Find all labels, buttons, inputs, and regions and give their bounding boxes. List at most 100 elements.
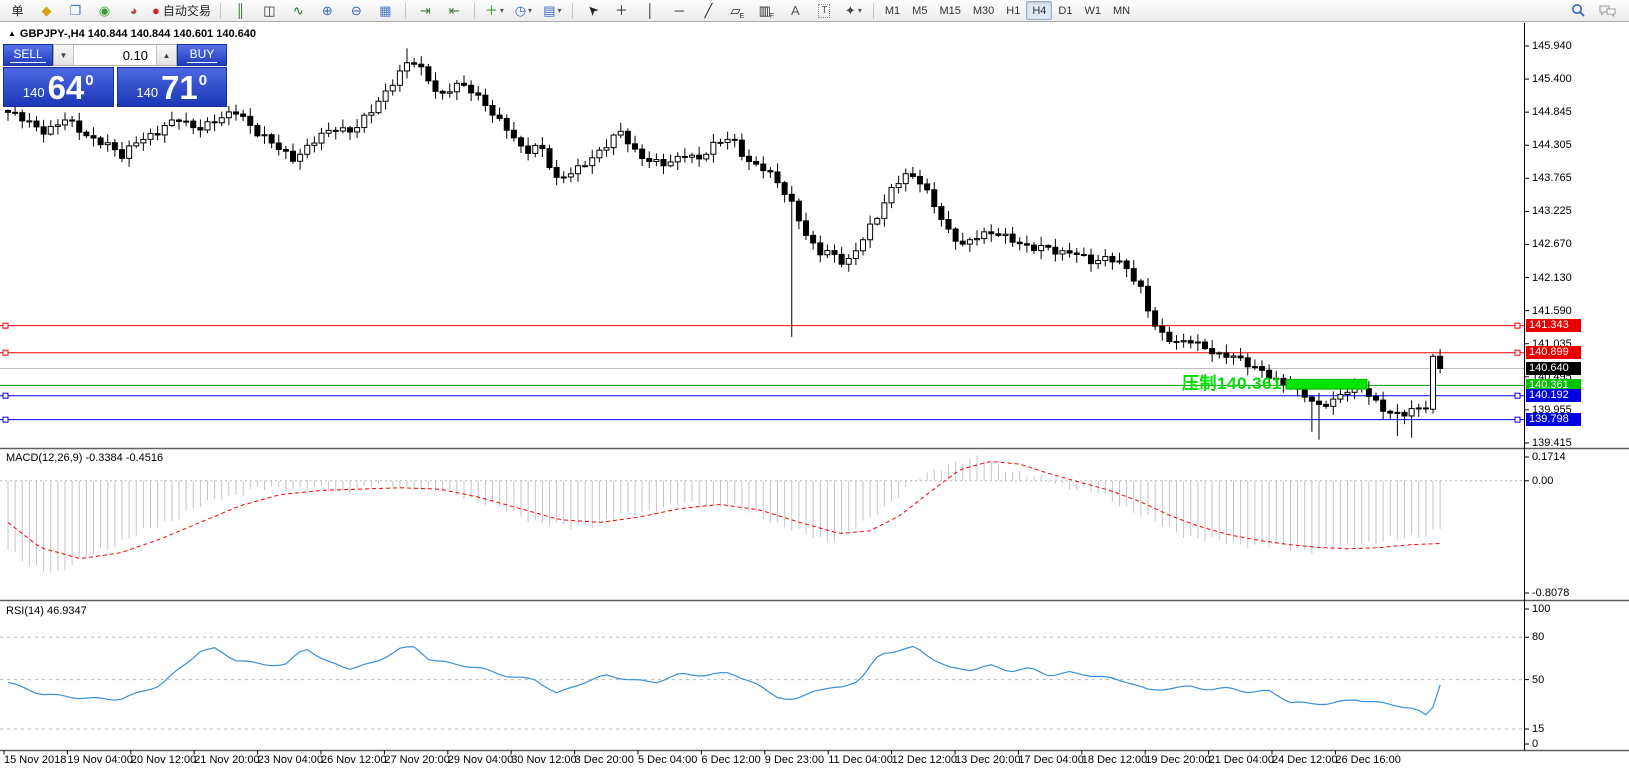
chart-window-icon[interactable]: ❐ [61,0,90,21]
timeframe-m1-button[interactable]: M1 [884,4,901,17]
price-tag-140.640[interactable]: 140.640 [1526,361,1581,375]
equidistant-channel-icon[interactable]: ▱ E [723,0,752,21]
search-icon[interactable] [1564,0,1593,21]
market-watch-icon: ◕ [129,3,138,18]
sell-button[interactable]: SELL [3,44,53,66]
gold-bars-icon: ◆ [41,3,52,18]
text-label-icon: T [818,3,831,18]
time-label: 11 Dec 04:00 [828,754,893,766]
crosshair-icon[interactable]: ＋ [607,0,636,21]
volume-input[interactable]: 0.10 [74,45,156,65]
timeframe-m15-button[interactable]: M15 [939,4,961,17]
sell-price-small: 140 [22,85,45,100]
hline-handle[interactable] [1514,416,1521,423]
auto-scroll-icon: ⇥ [419,3,431,18]
tile-windows-icon[interactable]: ▦ [371,0,400,21]
price-tick-label: 141.590 [1532,304,1572,317]
sell-price-sup: 0 [85,72,94,89]
price-axis[interactable]: 145.940 145.400 144.845 144.305 143.765 143.2… [1524,23,1629,752]
hline-handle[interactable] [1514,392,1521,399]
zoom-in-icon[interactable]: ⊕ [313,0,342,21]
time-label: 27 Nov 20:00 [384,754,450,766]
timeframe-h4-button[interactable]: H4 [1026,1,1053,20]
text-label-icon[interactable]: T [810,0,839,21]
line-chart-icon[interactable]: ∿ [284,0,313,21]
time-axis[interactable]: 15 Nov 2018 19 Nov 04:00 20 Nov 12:00 21 No… [0,752,1524,770]
dropdown-caret-icon[interactable]: ▾ [857,6,862,15]
time-label: 19 Nov 04:00 [67,754,133,766]
price-tick-label: 144.305 [1532,139,1572,152]
text-icon[interactable]: A [781,0,810,21]
zoom-in-icon: ⊕ [321,3,333,18]
auto-scroll-icon[interactable]: ⇥ [411,0,440,21]
chat-icon[interactable] [1593,0,1622,21]
hline-handle[interactable] [2,416,9,423]
signal-icon: ◉ [98,3,111,18]
cursor-icon: ➤ [583,1,602,20]
timeframe-mn-button[interactable]: MN [1112,4,1131,17]
sell-price-box[interactable]: 140 64 0 [3,67,114,107]
hline-handle[interactable] [1514,349,1521,356]
market-watch-icon[interactable]: ◕ [119,0,148,21]
templates-icon[interactable]: ▤ ▾ [538,0,567,21]
macd-indicator-label: MACD(12,26,9) -0.3384 -0.4516 [6,452,164,464]
timeframe-d1-button[interactable]: D1 [1058,4,1073,17]
price-tag-140.192[interactable]: 140.192 [1526,389,1581,403]
buy-button[interactable]: BUY [177,44,227,66]
time-label: 19 Dec 20:00 [1145,754,1211,766]
vertical-line-icon[interactable]: │ [636,0,665,21]
zoom-out-icon[interactable]: ⊖ [342,0,371,21]
price-tick-label: 144.845 [1532,106,1572,119]
price-tag-140.899[interactable]: 140.899 [1526,346,1581,360]
candlestick-chart-icon[interactable]: ◫ [255,0,284,21]
crosshair-icon: ＋ [614,3,628,18]
cursor-icon[interactable]: ➤ [578,0,607,21]
autotrading-button[interactable]: ● 自动交易 [148,0,215,21]
signal-icon[interactable]: ◉ [90,0,119,21]
collapse-triangle-icon[interactable]: ▲ [8,29,16,38]
chart-shift-icon[interactable]: ⇤ [440,0,469,21]
buy-price-box[interactable]: 140 71 0 [116,67,227,107]
time-label: 21 Nov 20:00 [194,754,260,766]
timeframe-w1-button[interactable]: W1 [1084,4,1101,17]
bar-chart-icon[interactable]: ║ [226,0,255,21]
hline-handle[interactable] [2,392,9,399]
trendline-icon[interactable]: ╱ [694,0,723,21]
symbol-ohlc-text: GBPJPY-,H4 140.844 140.844 140.601 140.6… [19,28,256,40]
rsi-indicator-label: RSI(14) 46.9347 [6,605,87,617]
macd-signal-line [7,460,1441,559]
gold-bars-icon[interactable]: ◆ [32,0,61,21]
price-tick-label: 139.415 [1532,436,1572,449]
hline-handle[interactable] [2,322,9,329]
hline-handle[interactable] [2,349,9,356]
horizontal-line-icon[interactable]: ─ [665,0,694,21]
chart-shift-icon: ⇤ [448,3,460,18]
periods-icon[interactable]: ◷ ▾ [509,0,538,21]
text-icon: A [791,3,800,18]
dropdown-caret-icon[interactable]: ▾ [557,6,562,15]
rsi-tick-label: 0 [1532,738,1539,750]
time-label: 12 Dec 12:00 [891,754,958,766]
hline-handle[interactable] [1514,322,1521,329]
fibonacci-icon[interactable]: ▥ F [752,0,781,21]
resistance-annotation[interactable]: 压制140.361 [1182,374,1282,393]
arrows-icon[interactable]: ✦ ▾ [839,0,868,21]
resistance-zone-box[interactable] [1285,378,1368,390]
price-tick-label: 143.765 [1532,172,1572,185]
dropdown-caret-icon[interactable]: ▾ [499,6,504,15]
dropdown-caret-icon[interactable]: ▾ [528,6,533,15]
volume-decrease-button[interactable]: ▼ [54,45,74,65]
volume-increase-button[interactable]: ▲ [156,45,176,65]
price-tick-label: 145.400 [1532,73,1572,86]
time-label: 9 Dec 23:00 [764,754,825,766]
add-indicator-icon[interactable]: ＋ ▾ [480,0,509,21]
price-tag-141.343[interactable]: 141.343 [1526,319,1581,333]
new-order-button[interactable]: 单 [3,0,32,21]
timeframe-m30-button[interactable]: M30 [972,4,995,17]
price-tag-140.361[interactable]: 140.361 [1526,378,1581,392]
timeframe-h1-button[interactable]: H1 [1006,4,1021,17]
price-tag-139.798[interactable]: 139.798 [1526,413,1581,427]
toolbar-separator [473,2,475,19]
timeframe-m5-button[interactable]: M5 [912,4,928,17]
